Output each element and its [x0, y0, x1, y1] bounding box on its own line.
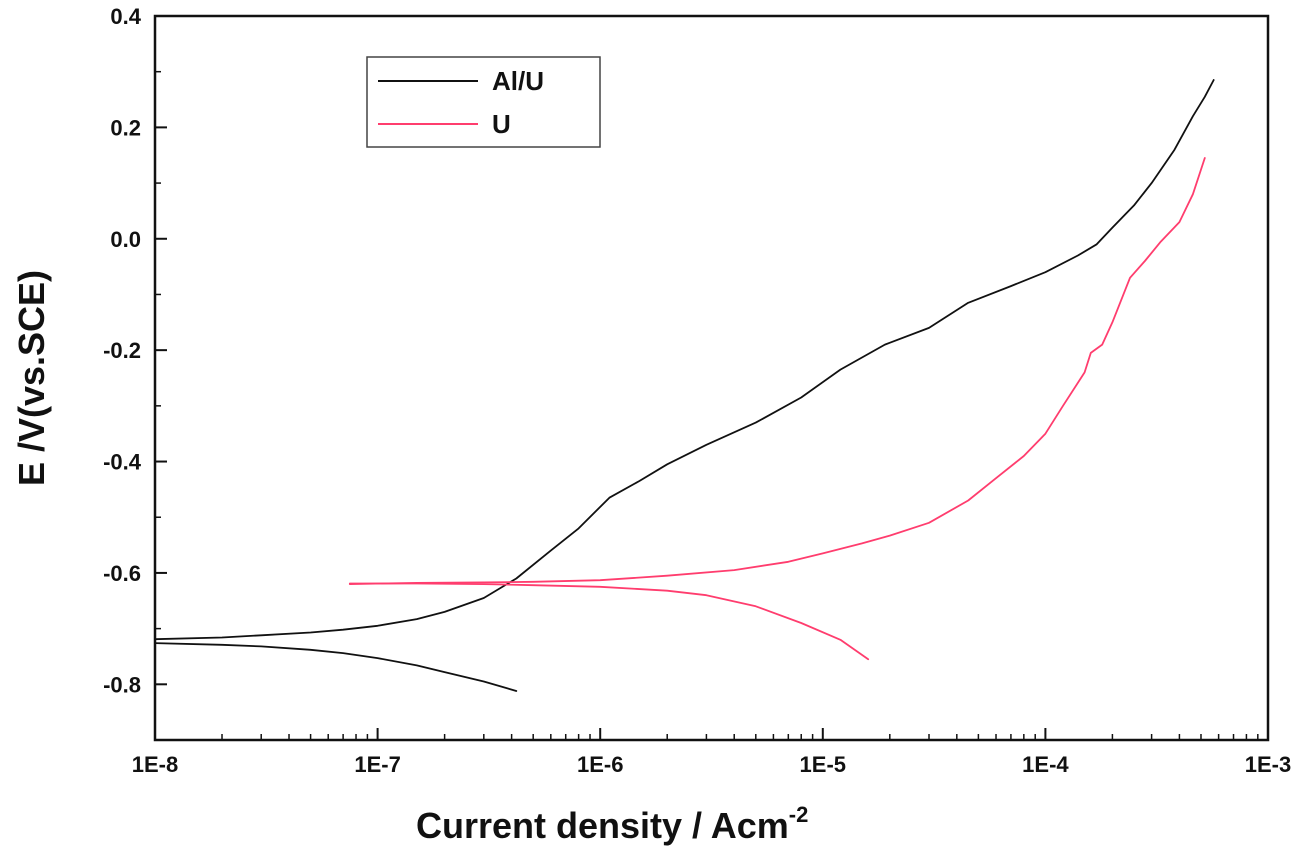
y-tick-label: -0.2: [103, 338, 141, 363]
series-layer: [154, 79, 1215, 692]
y-tick-label: -0.4: [103, 450, 142, 475]
x-tick-label: 1E-5: [800, 752, 846, 777]
legend-label-u: U: [492, 109, 511, 139]
series-line-u-cathodic: [348, 582, 870, 661]
series-line-al-u-cathodic: [154, 642, 518, 692]
y-tick-label: 0.0: [110, 227, 141, 252]
x-axis-title: Current density / Acm-2: [416, 802, 808, 846]
x-tick-label: 1E-8: [132, 752, 178, 777]
axis-layer: 1E-8 1E-7 1E-6 1E-5 1E-4 1E-3 -0.8 -0.6 -0.4 -0.2…: [103, 4, 1291, 777]
legend-box: [366, 56, 601, 148]
x-tick-label: 1E-6: [577, 752, 623, 777]
y-axis-title: E /V(vs.SCE): [11, 270, 52, 486]
x-tick-label: 1E-7: [354, 752, 400, 777]
series-line-u-anodic: [348, 157, 1206, 585]
legend-label-al-u: Al/U: [492, 66, 544, 96]
series-line-al-u-anodic: [154, 79, 1215, 641]
plot-frame: [153, 14, 1270, 742]
x-tick-label: 1E-3: [1245, 752, 1291, 777]
y-tick-label: -0.8: [103, 672, 141, 697]
y-tick-label: -0.6: [103, 561, 141, 586]
legend: Al/U U: [366, 56, 601, 148]
x-tick-label: 1E-4: [1022, 752, 1069, 777]
y-tick-label: 0.2: [110, 115, 141, 140]
y-tick-label: 0.4: [110, 4, 141, 29]
